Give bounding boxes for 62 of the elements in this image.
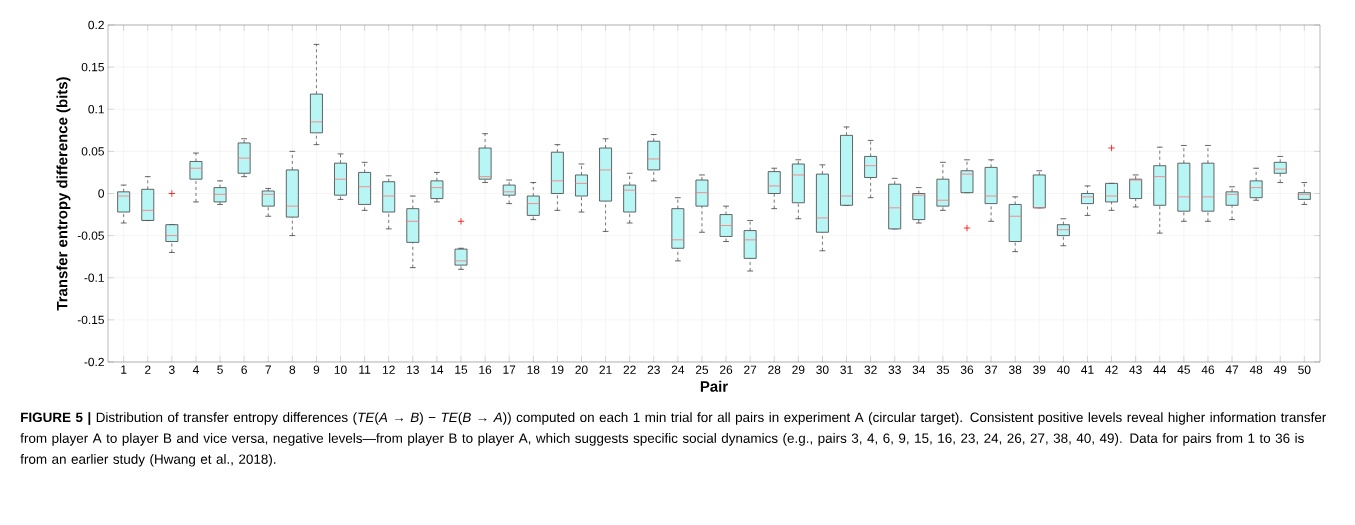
y-tick-label: 0.15 bbox=[81, 62, 104, 72]
x-tick-label: 34 bbox=[912, 365, 926, 374]
x-tick-label: 50 bbox=[1298, 365, 1311, 374]
x-tick-label: 36 bbox=[960, 365, 974, 374]
x-tick-label: 42 bbox=[1105, 365, 1118, 374]
x-tick-label: 29 bbox=[792, 365, 805, 374]
x-tick-label: 15 bbox=[455, 365, 468, 374]
x-tick-label: 17 bbox=[503, 365, 516, 374]
y-tick-label: 0 bbox=[98, 189, 105, 198]
x-tick-label: 28 bbox=[768, 365, 781, 374]
x-tick-label: 47 bbox=[1225, 365, 1239, 374]
y-tick-label: -0.2 bbox=[84, 357, 104, 367]
x-tick-label: 23 bbox=[647, 365, 660, 374]
x-tick-label: 9 bbox=[313, 365, 320, 374]
y-tick-label: 0.05 bbox=[81, 147, 104, 156]
y-tick-label: -0.05 bbox=[77, 231, 104, 240]
x-tick-label: 18 bbox=[527, 365, 540, 374]
x-tick-label: 7 bbox=[265, 365, 271, 374]
x-tick-label: 16 bbox=[479, 365, 492, 374]
x-tick-label: 8 bbox=[289, 365, 296, 374]
x-tick-label: 31 bbox=[840, 365, 853, 374]
x-tick-label: 12 bbox=[382, 365, 395, 374]
x-tick-label: 2 bbox=[145, 365, 151, 374]
x-axis-title: Pair bbox=[700, 380, 728, 392]
x-tick-label: 14 bbox=[431, 365, 444, 374]
x-tick-label: 46 bbox=[1201, 365, 1215, 374]
x-tick-label: 32 bbox=[864, 365, 877, 374]
x-tick-label: 43 bbox=[1129, 365, 1142, 374]
y-axis-title: Transfer entropy difference (bits) bbox=[56, 77, 71, 311]
x-tick-label: 21 bbox=[599, 365, 612, 374]
x-tick-label: 22 bbox=[623, 365, 636, 374]
x-tick-label: 30 bbox=[816, 365, 829, 374]
x-tick-label: 13 bbox=[407, 365, 419, 374]
x-tick-label: 10 bbox=[334, 365, 347, 374]
y-tick-label: 0.1 bbox=[88, 105, 104, 114]
x-tick-label: 35 bbox=[936, 365, 950, 374]
x-tick-label: 5 bbox=[217, 365, 223, 374]
x-tick-label: 20 bbox=[575, 365, 588, 374]
x-tick-label: 25 bbox=[695, 365, 709, 374]
x-tick-label: 33 bbox=[888, 365, 901, 374]
x-tick-label: 6 bbox=[241, 365, 247, 374]
x-tick-label: 1 bbox=[121, 365, 127, 374]
x-tick-label: 40 bbox=[1057, 365, 1070, 374]
x-tick-label: 27 bbox=[744, 365, 757, 374]
x-tick-label: 37 bbox=[984, 365, 998, 374]
y-tick-label: 0.2 bbox=[88, 20, 104, 30]
x-tick-label: 44 bbox=[1153, 365, 1167, 374]
x-tick-label: 41 bbox=[1081, 365, 1094, 374]
x-tick-label: 48 bbox=[1249, 365, 1263, 374]
y-tick-label: -0.15 bbox=[77, 315, 104, 325]
x-tick-label: 11 bbox=[359, 365, 371, 374]
x-tick-label: 4 bbox=[192, 365, 199, 374]
x-tick-label: 45 bbox=[1177, 365, 1190, 374]
x-tick-label: 3 bbox=[168, 365, 175, 374]
x-tick-label: 49 bbox=[1273, 365, 1287, 374]
x-tick-label: 24 bbox=[671, 365, 685, 374]
text: FIGURE 5 | Distribution of transfer entropy differences (TE(A → B) − TE(B → A)) computed on each 1 min trial for all pairs in experiment A (circular target). Consistent positive levels reveal higher information transfer from player A to player B and vice versa, negative levels—from player B to player A, which suggests specific social dynamics (e.g., pairs 3, 4, 6, 9, 15, 16, 23, 24, 26, 27, 38, 40, 49). Data for pairs from 1 to 36 is from an earlier study (Hwang et al., 2018). bbox=[20, 412, 1327, 467]
x-tick-label: 39 bbox=[1033, 365, 1046, 374]
x-tick-label: 38 bbox=[1008, 365, 1022, 374]
x-tick-label: 26 bbox=[719, 365, 733, 374]
x-tick-label: 19 bbox=[551, 365, 564, 374]
y-tick-label: -0.1 bbox=[84, 273, 104, 282]
